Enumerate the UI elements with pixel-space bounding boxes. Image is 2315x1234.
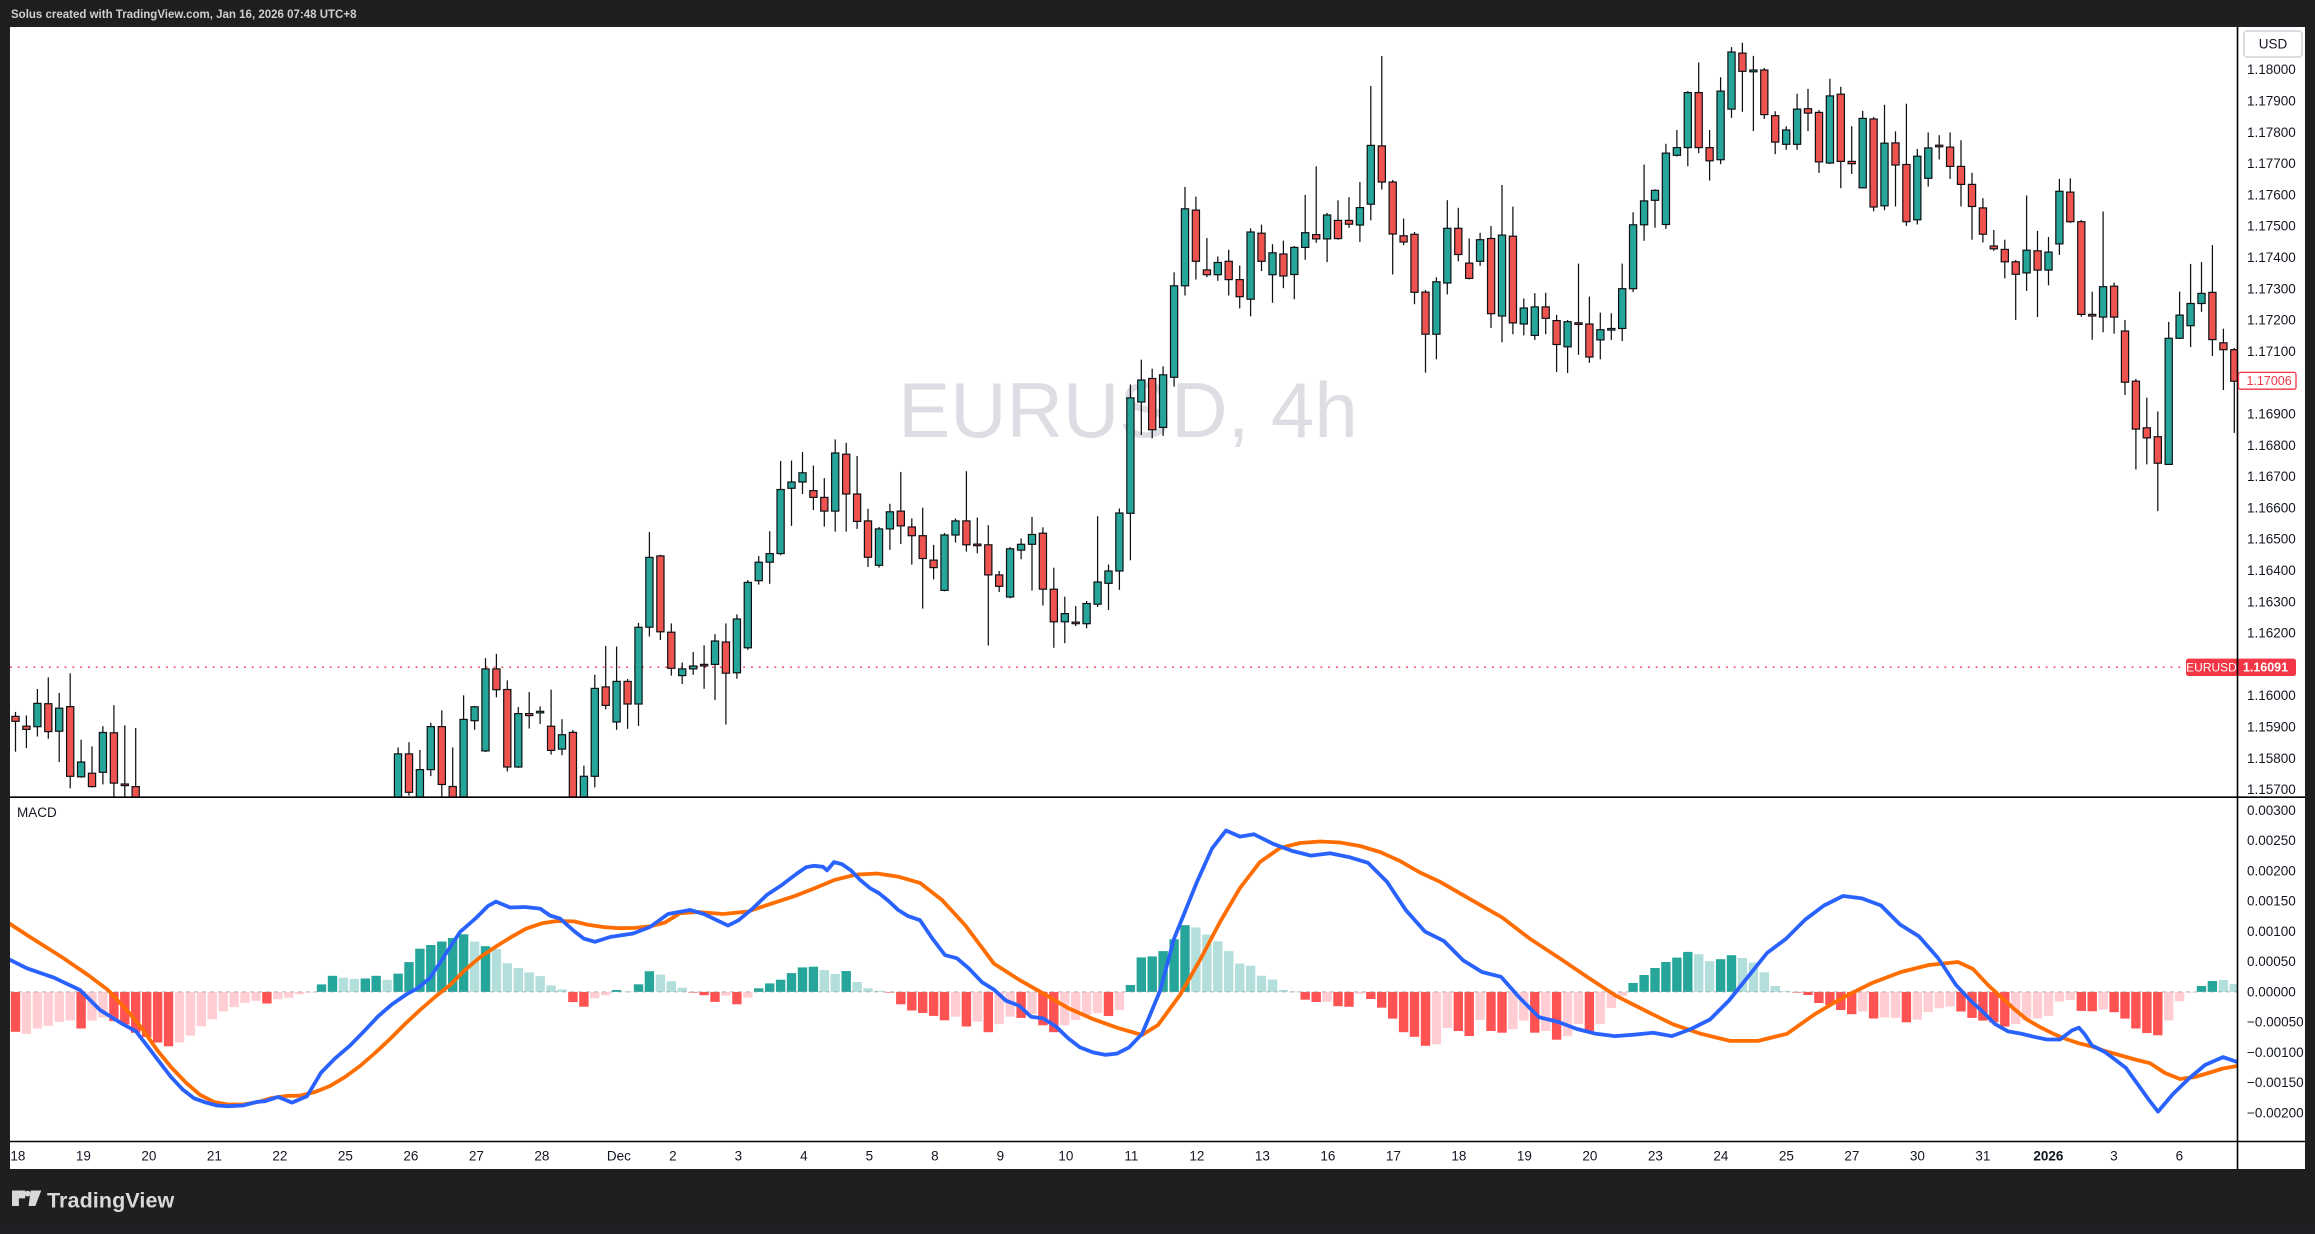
svg-text:1.17006: 1.17006 — [2247, 374, 2292, 388]
svg-text:6: 6 — [2176, 1149, 2184, 1164]
svg-text:3: 3 — [735, 1149, 743, 1164]
svg-text:0.00250: 0.00250 — [2247, 833, 2296, 848]
svg-text:21: 21 — [207, 1149, 222, 1164]
svg-text:25: 25 — [1779, 1149, 1794, 1164]
svg-text:31: 31 — [1975, 1149, 1990, 1164]
svg-text:0.00050: 0.00050 — [2247, 954, 2296, 969]
svg-text:18: 18 — [10, 1149, 25, 1164]
svg-text:1.16700: 1.16700 — [2247, 469, 2296, 484]
svg-text:1.17600: 1.17600 — [2247, 187, 2296, 202]
svg-text:−0.00200: −0.00200 — [2247, 1105, 2304, 1120]
svg-text:1.17500: 1.17500 — [2247, 219, 2296, 234]
svg-text:27: 27 — [1844, 1149, 1859, 1164]
svg-text:1.16091: 1.16091 — [2243, 661, 2288, 675]
svg-text:11: 11 — [1124, 1149, 1138, 1164]
svg-text:Solus created with TradingView: Solus created with TradingView.com, Jan … — [11, 9, 357, 21]
svg-text:3: 3 — [2110, 1149, 2118, 1164]
svg-text:1.17400: 1.17400 — [2247, 250, 2296, 265]
svg-text:1.17200: 1.17200 — [2247, 313, 2296, 328]
svg-text:MACD: MACD — [17, 805, 57, 820]
svg-text:18: 18 — [1451, 1149, 1466, 1164]
svg-text:16: 16 — [1320, 1149, 1335, 1164]
svg-text:1.15800: 1.15800 — [2247, 751, 2296, 766]
svg-text:0.00150: 0.00150 — [2247, 894, 2296, 909]
svg-text:1.17100: 1.17100 — [2247, 344, 2296, 359]
svg-text:12: 12 — [1189, 1149, 1204, 1164]
svg-text:TradingView: TradingView — [47, 1189, 175, 1213]
svg-text:0.00100: 0.00100 — [2247, 924, 2296, 939]
svg-text:28: 28 — [534, 1149, 549, 1164]
svg-text:1.18000: 1.18000 — [2247, 62, 2296, 77]
svg-text:−0.00150: −0.00150 — [2247, 1075, 2304, 1090]
svg-text:10: 10 — [1058, 1149, 1073, 1164]
svg-text:17: 17 — [1386, 1149, 1401, 1164]
svg-text:26: 26 — [403, 1149, 418, 1164]
svg-text:20: 20 — [1582, 1149, 1597, 1164]
svg-text:9: 9 — [997, 1149, 1005, 1164]
svg-text:1.17300: 1.17300 — [2247, 281, 2296, 296]
svg-text:19: 19 — [1517, 1149, 1532, 1164]
svg-text:Dec: Dec — [607, 1149, 631, 1164]
svg-text:1.16200: 1.16200 — [2247, 626, 2296, 641]
svg-text:22: 22 — [272, 1149, 287, 1164]
svg-text:1.16000: 1.16000 — [2247, 688, 2296, 703]
svg-text:8: 8 — [931, 1149, 939, 1164]
svg-text:30: 30 — [1910, 1149, 1925, 1164]
svg-text:1.16800: 1.16800 — [2247, 438, 2296, 453]
svg-text:1.16600: 1.16600 — [2247, 500, 2296, 515]
svg-text:25: 25 — [338, 1149, 353, 1164]
svg-text:23: 23 — [1648, 1149, 1663, 1164]
svg-text:−0.00050: −0.00050 — [2247, 1015, 2304, 1030]
svg-text:EURUSD: EURUSD — [2186, 661, 2237, 675]
svg-text:1.17800: 1.17800 — [2247, 125, 2296, 140]
svg-text:2026: 2026 — [2033, 1149, 2064, 1164]
svg-text:5: 5 — [866, 1149, 874, 1164]
svg-text:1.16900: 1.16900 — [2247, 407, 2296, 422]
svg-text:20: 20 — [141, 1149, 156, 1164]
svg-text:0.00000: 0.00000 — [2247, 984, 2296, 999]
svg-text:1.16300: 1.16300 — [2247, 594, 2296, 609]
svg-text:24: 24 — [1713, 1149, 1729, 1164]
svg-text:2: 2 — [669, 1149, 677, 1164]
svg-text:1.15900: 1.15900 — [2247, 720, 2296, 735]
svg-text:1.17900: 1.17900 — [2247, 94, 2296, 109]
svg-text:13: 13 — [1255, 1149, 1270, 1164]
svg-text:USD: USD — [2259, 37, 2288, 52]
svg-text:0.00200: 0.00200 — [2247, 863, 2296, 878]
svg-text:1.15700: 1.15700 — [2247, 782, 2296, 797]
svg-text:27: 27 — [469, 1149, 484, 1164]
svg-text:−0.00100: −0.00100 — [2247, 1045, 2304, 1060]
svg-text:0.00300: 0.00300 — [2247, 803, 2296, 818]
svg-text:1.16500: 1.16500 — [2247, 532, 2296, 547]
svg-text:4: 4 — [800, 1149, 808, 1164]
svg-text:19: 19 — [76, 1149, 91, 1164]
svg-text:1.17700: 1.17700 — [2247, 156, 2296, 171]
svg-text:1.16400: 1.16400 — [2247, 563, 2296, 578]
